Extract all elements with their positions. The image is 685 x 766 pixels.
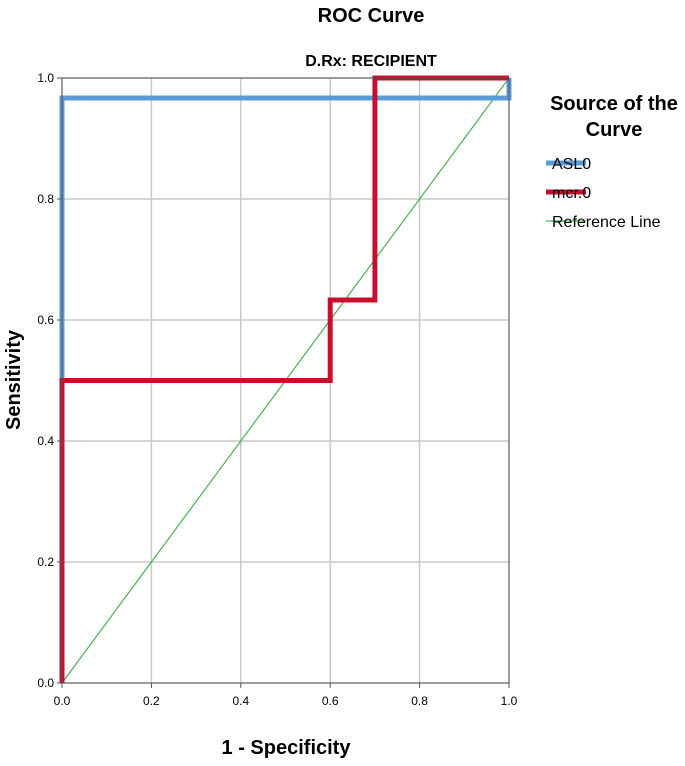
y-tick-label: 0.6 (37, 313, 54, 327)
x-axis-label: 1 - Specificity (222, 737, 352, 759)
x-tick-label: 1.0 (501, 694, 518, 708)
chart-subtitle: D.Rx: RECIPIENT (305, 53, 437, 70)
y-tick-label: 0.2 (37, 555, 54, 569)
legend-label-asl0: ASL0 (552, 156, 591, 173)
x-tick-label: 0.6 (322, 694, 339, 708)
x-tick-label: 0.2 (143, 694, 160, 708)
legend-title-line-1: Source of the (550, 93, 678, 115)
legend-title-line-2: Curve (586, 119, 643, 141)
x-tick-label: 0.8 (411, 694, 428, 708)
x-tick-label: 0.0 (54, 694, 71, 708)
y-tick-label: 0.8 (37, 192, 54, 206)
legend: Source of the Curve ASL0 mcr.0 Reference L… (546, 93, 678, 231)
series-layer (59, 75, 512, 684)
y-tick-label: 0.4 (37, 434, 54, 448)
legend-label-reference-line: Reference Line (552, 214, 661, 231)
chart-title: ROC Curve (318, 5, 425, 27)
x-tick-label: 0.4 (232, 694, 249, 708)
axis-ticks: 0.0 0.2 0.4 0.6 0.8 1.0 0.0 0.2 0.4 0.6 0.8 1.0 (37, 71, 517, 708)
legend-label-mcr-0: mcr.0 (552, 185, 591, 202)
y-axis-label: Sensitivity (3, 329, 25, 430)
y-tick-label: 1.0 (37, 71, 54, 85)
plot-area-frame (61, 77, 510, 684)
y-tick-label: 0.0 (37, 676, 54, 690)
